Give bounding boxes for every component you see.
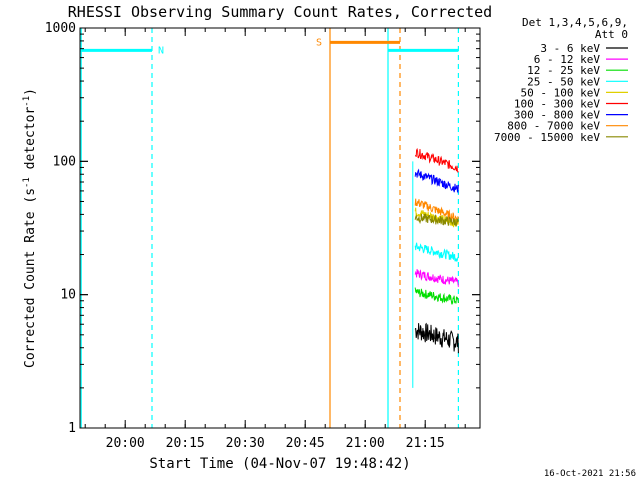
legend-label-8: 7000 - 15000 keV <box>494 131 600 144</box>
series-line-7 <box>414 198 459 223</box>
series-line-2 <box>414 287 459 306</box>
y-axis-label: Corrected Count Rate (s-1 detector-1) <box>22 88 38 368</box>
legend-header-0: Det 1,3,4,5,6,9, <box>522 16 628 29</box>
y-axis-label-sup2: -1 <box>22 96 32 107</box>
x-tick-label-2: 20:30 <box>226 436 265 451</box>
series-line-3 <box>414 242 459 263</box>
y-axis-label-end: ) <box>23 88 38 96</box>
y-tick-label-2: 100 <box>53 154 76 169</box>
legend-label-7: 800 - 7000 keV <box>507 120 600 133</box>
legend-label-1: 6 - 12 keV <box>534 53 601 66</box>
legend-label-2: 12 - 25 keV <box>527 64 600 77</box>
y-tick-label-3: 1000 <box>45 21 76 36</box>
legend-header-1: Att 0 <box>595 28 628 41</box>
legend-label-3: 25 - 50 keV <box>527 75 600 88</box>
series-line-5 <box>415 147 459 174</box>
legend-label-5: 100 - 300 keV <box>514 98 600 111</box>
x-tick-label-4: 21:00 <box>346 436 385 451</box>
x-tick-label-0: 20:00 <box>106 436 145 451</box>
legend-label-4: 50 - 100 keV <box>521 86 601 99</box>
legend-label-6: 300 - 800 keV <box>514 109 600 122</box>
y-axis-label-mid: detector <box>23 107 38 178</box>
footer-timestamp: 16-Oct-2021 21:56 <box>544 469 636 479</box>
plot-area: N S 1 10 100 1000 20:00 20:15 20:30 20:45 21:00 21:… <box>45 21 481 451</box>
legend-label-0: 3 - 6 keV <box>540 42 600 55</box>
y-tick-label-1: 10 <box>60 288 76 303</box>
y-tick-label-0: 1 <box>68 421 76 436</box>
series-line-8 <box>414 212 459 227</box>
x-tick-label-5: 21:15 <box>406 436 445 451</box>
chart-title: RHESSI Observing Summary Count Rates, Co… <box>68 3 492 21</box>
y-axis-label-sup1: -1 <box>22 177 32 188</box>
series-line-1 <box>414 269 459 287</box>
flag-label-n: N <box>158 45 164 56</box>
x-tick-label-3: 20:45 <box>286 436 325 451</box>
series-line-6 <box>414 168 459 194</box>
series-line-0 <box>414 322 459 354</box>
flag-label-s: S <box>316 37 322 48</box>
x-tick-label-1: 20:15 <box>166 436 205 451</box>
y-axis-label-main: Corrected Count Rate (s <box>23 188 38 368</box>
x-axis-label: Start Time (04-Nov-07 19:48:42) <box>149 456 410 472</box>
axes-frame <box>79 27 481 429</box>
